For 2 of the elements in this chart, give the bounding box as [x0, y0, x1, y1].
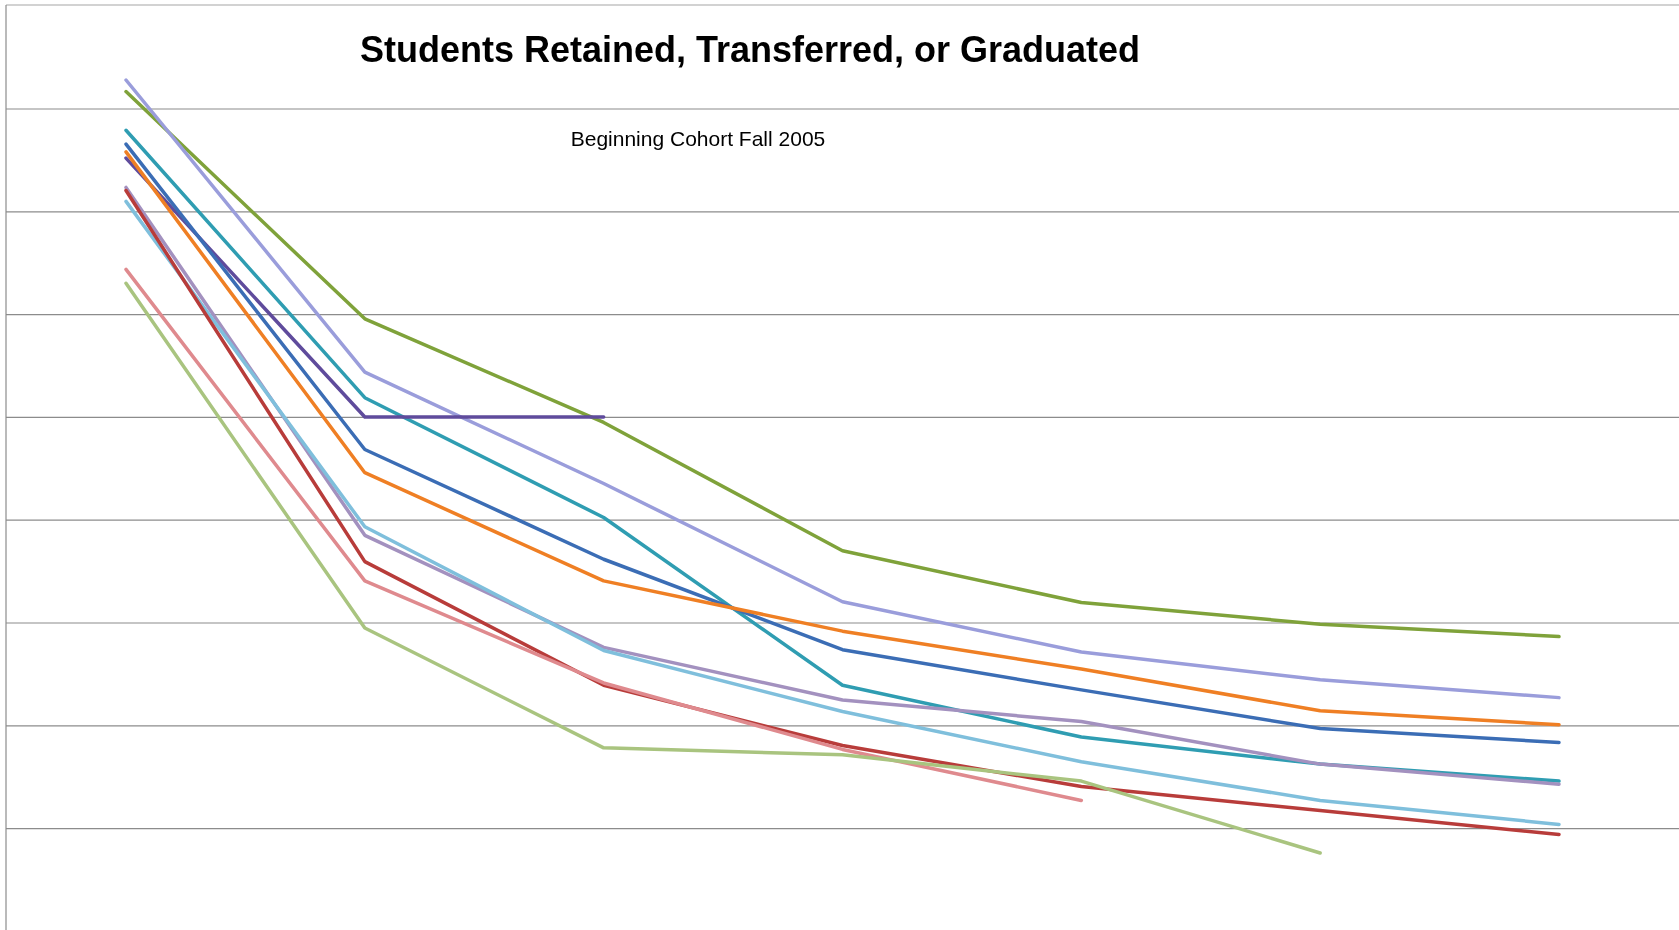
- text: Beginning Cohort Fall 2005: [570, 127, 826, 150]
- chart-title: Students Retained, Transferred, or Graduated: [359, 29, 1141, 70]
